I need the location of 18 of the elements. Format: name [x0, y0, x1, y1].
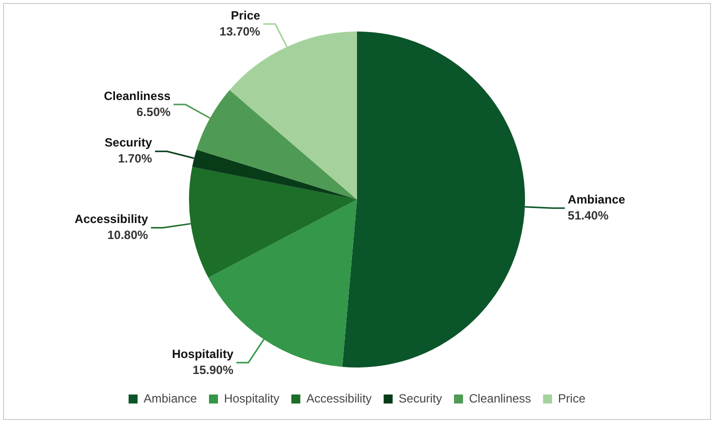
data-label: 13.70% — [220, 24, 261, 38]
data-label: 15.90% — [192, 362, 234, 377]
legend-label: Hospitality — [224, 391, 280, 406]
legend-label: Cleanliness — [469, 391, 532, 406]
slice-label: Hospitality — [172, 346, 234, 361]
legend-label: Security — [398, 391, 442, 406]
data-label: 51.40% — [568, 208, 609, 222]
data-label: 1.70% — [118, 152, 152, 166]
data-label: 10.80% — [107, 228, 148, 242]
legend-label: Accessibility — [306, 391, 372, 406]
legend-label: Ambiance — [144, 391, 198, 406]
data-label: 6.50% — [136, 104, 171, 119]
slice-label: Cleanliness — [104, 88, 171, 103]
slice-label: Accessibility — [74, 212, 148, 226]
slice-label: Ambiance — [568, 192, 626, 206]
slice-label: Price — [230, 8, 261, 22]
legend-label: Price — [558, 391, 586, 406]
slice-label: Security — [104, 136, 152, 150]
